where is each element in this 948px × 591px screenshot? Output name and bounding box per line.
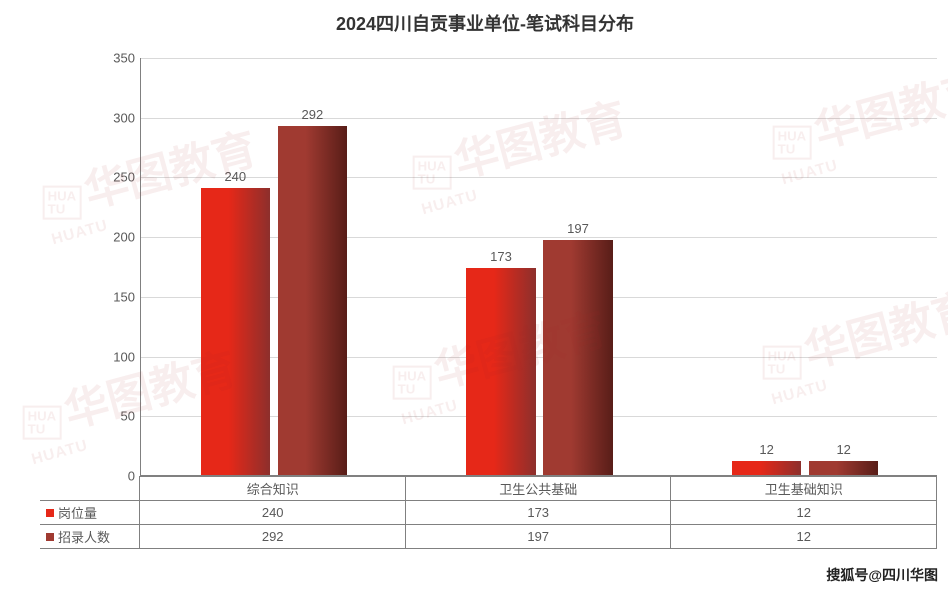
bar: 292: [278, 126, 347, 475]
bar-value-label: 12: [759, 442, 773, 457]
bar: 197: [543, 240, 612, 475]
grid-line: [141, 118, 937, 119]
legend-entry: 招录人数: [40, 525, 139, 548]
plot-area: 0501001502002503003502402921731971212: [140, 58, 937, 476]
legend-label: 岗位量: [58, 503, 97, 522]
grid-line: [141, 177, 937, 178]
table-series-row: 岗位量 24017312: [40, 501, 937, 525]
table-category-header: 卫生基础知识: [671, 477, 937, 501]
y-tick-label: 50: [121, 409, 135, 424]
table-cell: 12: [671, 501, 937, 525]
legend-entry: 岗位量: [40, 501, 139, 524]
source-caption: 搜狐号@四川华图: [826, 565, 938, 585]
table-cell: 12: [671, 525, 937, 549]
bar: 12: [809, 461, 878, 475]
bar-value-label: 197: [567, 221, 589, 236]
y-tick-label: 300: [113, 110, 135, 125]
bar: 240: [201, 188, 270, 475]
table-cell: 173: [405, 501, 671, 525]
table-series-row: 招录人数 29219712: [40, 525, 937, 549]
bar: 173: [466, 268, 535, 475]
legend-swatch: [46, 509, 54, 517]
bar-value-label: 292: [301, 107, 323, 122]
chart-title: 2024四川自贡事业单位-笔试科目分布: [40, 10, 930, 36]
y-tick-label: 200: [113, 230, 135, 245]
y-tick-label: 350: [113, 51, 135, 66]
table-header-row: 综合知识卫生公共基础卫生基础知识: [40, 477, 937, 501]
bar-value-label: 240: [224, 169, 246, 184]
grid-line: [141, 58, 937, 59]
y-tick-label: 150: [113, 289, 135, 304]
bar-value-label: 173: [490, 249, 512, 264]
chart-container: 2024四川自贡事业单位-笔试科目分布 05010015020025030035…: [40, 10, 930, 560]
y-tick-label: 100: [113, 349, 135, 364]
table-cell: 197: [405, 525, 671, 549]
table-category-header: 综合知识: [140, 477, 406, 501]
table-cell: 292: [140, 525, 406, 549]
bar: 12: [732, 461, 801, 475]
data-table: 综合知识卫生公共基础卫生基础知识岗位量 24017312 招录人数 29219712: [40, 476, 937, 549]
legend-swatch: [46, 533, 54, 541]
y-tick-label: 250: [113, 170, 135, 185]
table-cell: 240: [140, 501, 406, 525]
bar-value-label: 12: [836, 442, 850, 457]
legend-label: 招录人数: [58, 527, 110, 546]
table-category-header: 卫生公共基础: [405, 477, 671, 501]
